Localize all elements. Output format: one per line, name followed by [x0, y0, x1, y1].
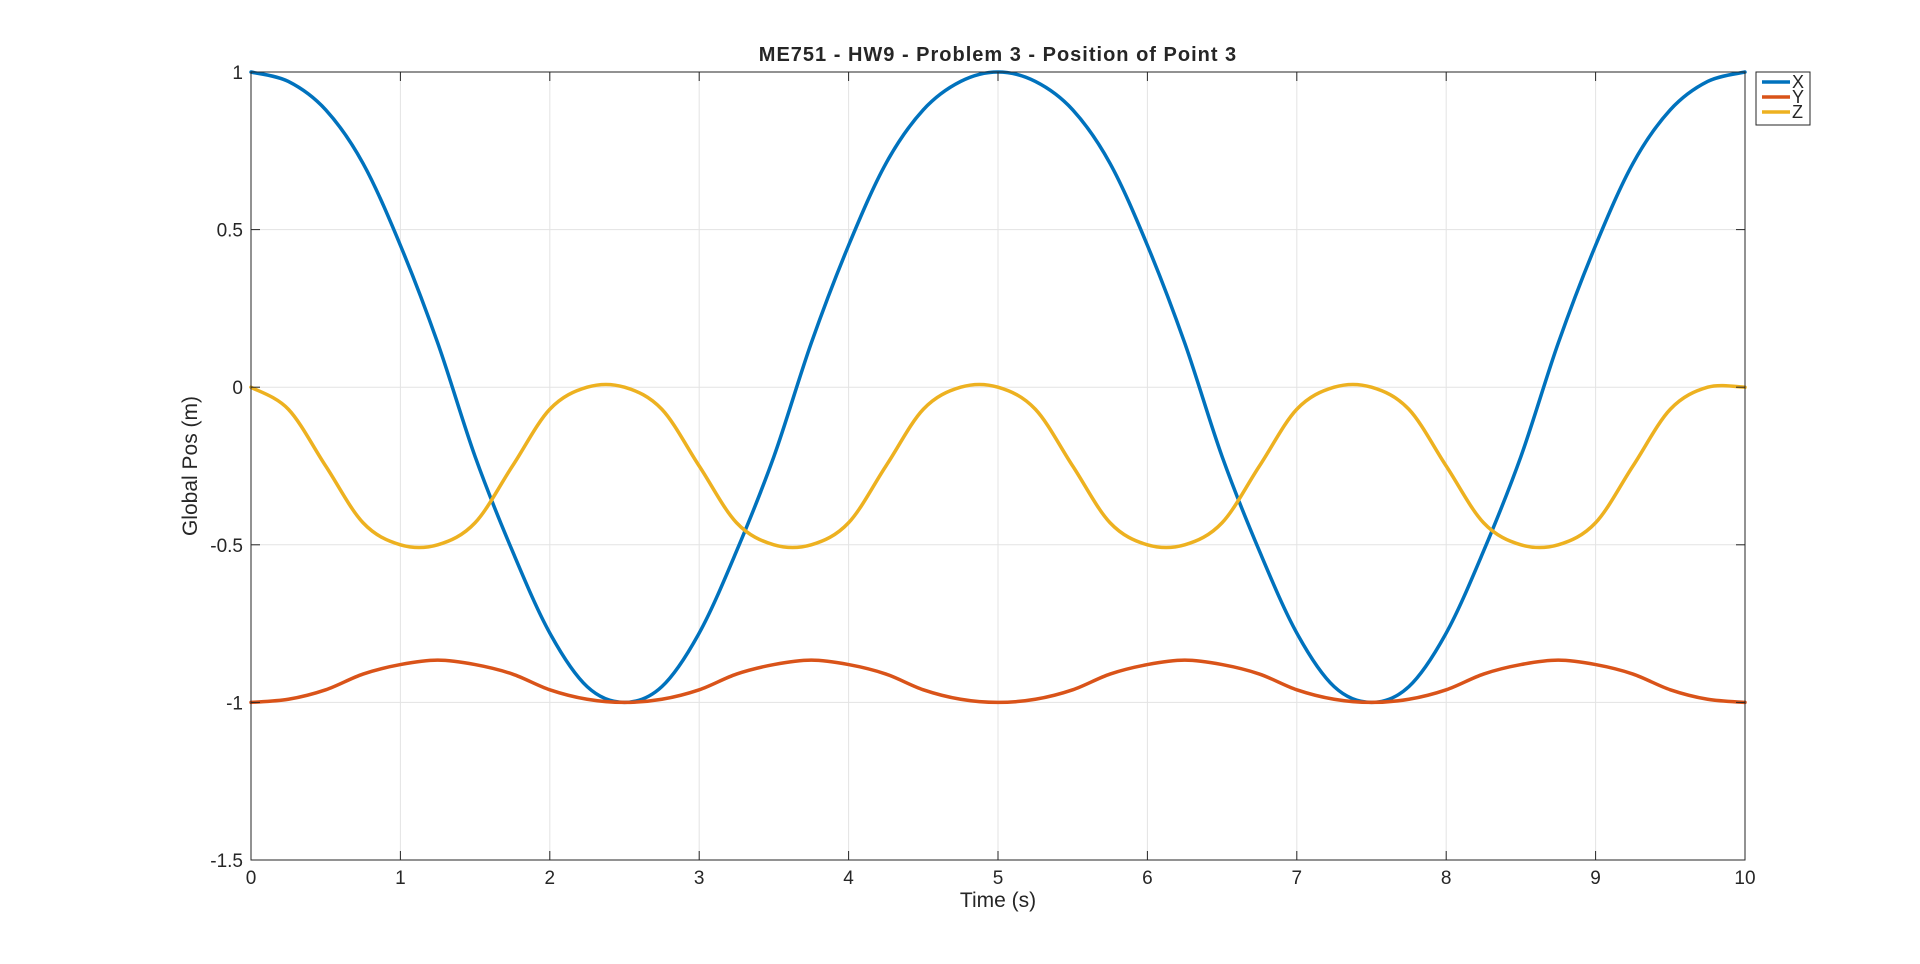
- y-tick-label: -1: [226, 693, 243, 714]
- y-tick-label: -1.5: [210, 851, 243, 872]
- y-tick-label: 0.5: [217, 221, 243, 242]
- legend-label-z: Z: [1792, 102, 1803, 122]
- legend-label-y: Y: [1792, 87, 1804, 107]
- y-tick-label: -0.5: [210, 536, 243, 557]
- x-tick-label: 8: [1441, 868, 1452, 889]
- y-tick-label: 1: [232, 63, 243, 84]
- tick-labels: 0 1 2 3 4 5 6 7 8 9 10 -1.5 -1 -0.5 0 0.5 1: [210, 63, 1755, 889]
- x-tick-label: 3: [694, 868, 705, 889]
- x-tick-label: 6: [1142, 868, 1153, 889]
- x-tick-label: 10: [1734, 868, 1755, 889]
- series-line-y: [249, 658, 1747, 705]
- x-tick-label: 1: [395, 868, 406, 889]
- x-tick-label: 5: [993, 868, 1004, 889]
- x-tick-label: 9: [1590, 868, 1601, 889]
- legend: XYZ: [1755, 71, 1811, 126]
- x-axis-label: Time (s): [960, 889, 1036, 912]
- y-axis-label: Global Pos (m): [179, 396, 202, 536]
- x-tick-label: 7: [1292, 868, 1303, 889]
- legend-label-x: X: [1792, 72, 1804, 92]
- chart-title: ME751 - HW9 - Problem 3 - Position of Po…: [759, 44, 1237, 66]
- axis-ticks: [250, 71, 1746, 861]
- y-tick-label: 0: [232, 378, 243, 399]
- x-tick-label: 0: [246, 868, 257, 889]
- x-tick-label: 4: [843, 868, 854, 889]
- series-line-z: [249, 382, 1747, 550]
- x-tick-label: 2: [545, 868, 556, 889]
